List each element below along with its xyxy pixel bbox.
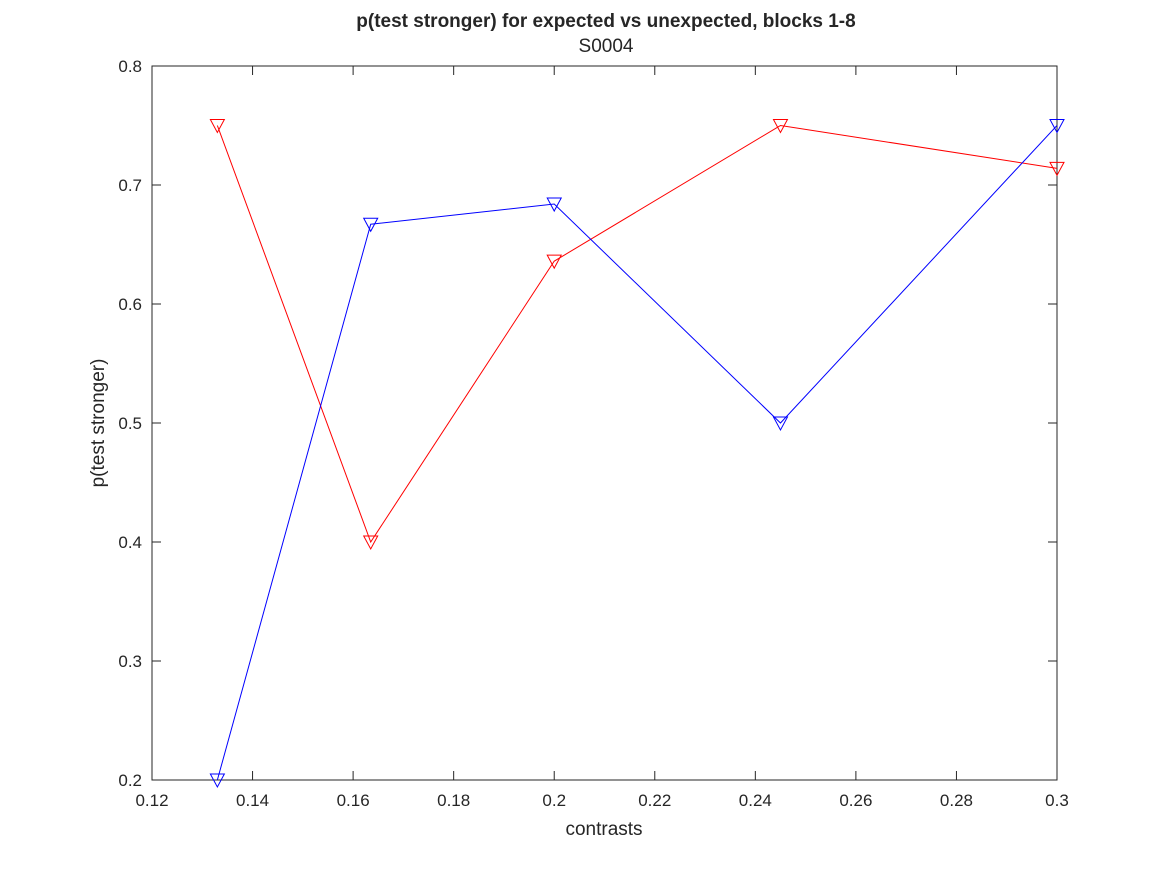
series-2-marker — [209, 773, 226, 789]
series-2-marker — [772, 416, 789, 432]
series-1-marker — [1049, 161, 1065, 177]
series-layer — [209, 119, 1065, 789]
y-tick-label: 0.4 — [118, 533, 142, 552]
x-tick-label: 0.18 — [437, 791, 470, 810]
y-tick-label: 0.8 — [118, 57, 142, 76]
x-tick-label: 0.22 — [638, 791, 671, 810]
y-tick-label: 0.3 — [118, 652, 142, 671]
x-tick-label: 0.12 — [135, 791, 168, 810]
y-tick-label: 0.5 — [118, 414, 142, 433]
series-1-marker — [209, 119, 226, 134]
series-line-2 — [216, 125, 1058, 781]
series-1-marker — [772, 119, 789, 134]
chart-title: p(test stronger) for expected vs unexpec… — [356, 11, 855, 32]
series-1-marker — [362, 535, 379, 551]
series-2-marker — [1049, 119, 1065, 134]
series-2-marker — [546, 197, 563, 213]
x-tick-label: 0.2 — [542, 791, 566, 810]
chart-subtitle: S0004 — [579, 36, 634, 57]
y-tick-label: 0.6 — [118, 295, 142, 314]
y-axis-ticks: 0.2 0.3 0.4 0.5 0.6 0.7 0.8 — [118, 57, 1057, 790]
x-tick-label: 0.26 — [839, 791, 872, 810]
x-tick-label: 0.24 — [739, 791, 772, 810]
series-line-1 — [216, 124, 1058, 544]
series-2-marker — [362, 217, 379, 233]
y-tick-label: 0.2 — [118, 771, 142, 790]
x-tick-label: 0.28 — [940, 791, 973, 810]
axes-box — [151, 65, 1058, 781]
y-tick-label: 0.7 — [118, 176, 142, 195]
plot-area — [151, 65, 1058, 781]
series-1-marker — [546, 254, 563, 270]
y-axis-label: p(test stronger) — [88, 359, 109, 488]
x-tick-label: 0.14 — [236, 791, 269, 810]
x-axis-label: contrasts — [565, 819, 642, 840]
x-axis-ticks: 0.12 0.14 0.16 0.18 0.2 0.22 0.24 0.26 0.28 0.3 — [135, 66, 1069, 810]
x-tick-label: 0.3 — [1045, 791, 1069, 810]
x-tick-label: 0.16 — [337, 791, 370, 810]
